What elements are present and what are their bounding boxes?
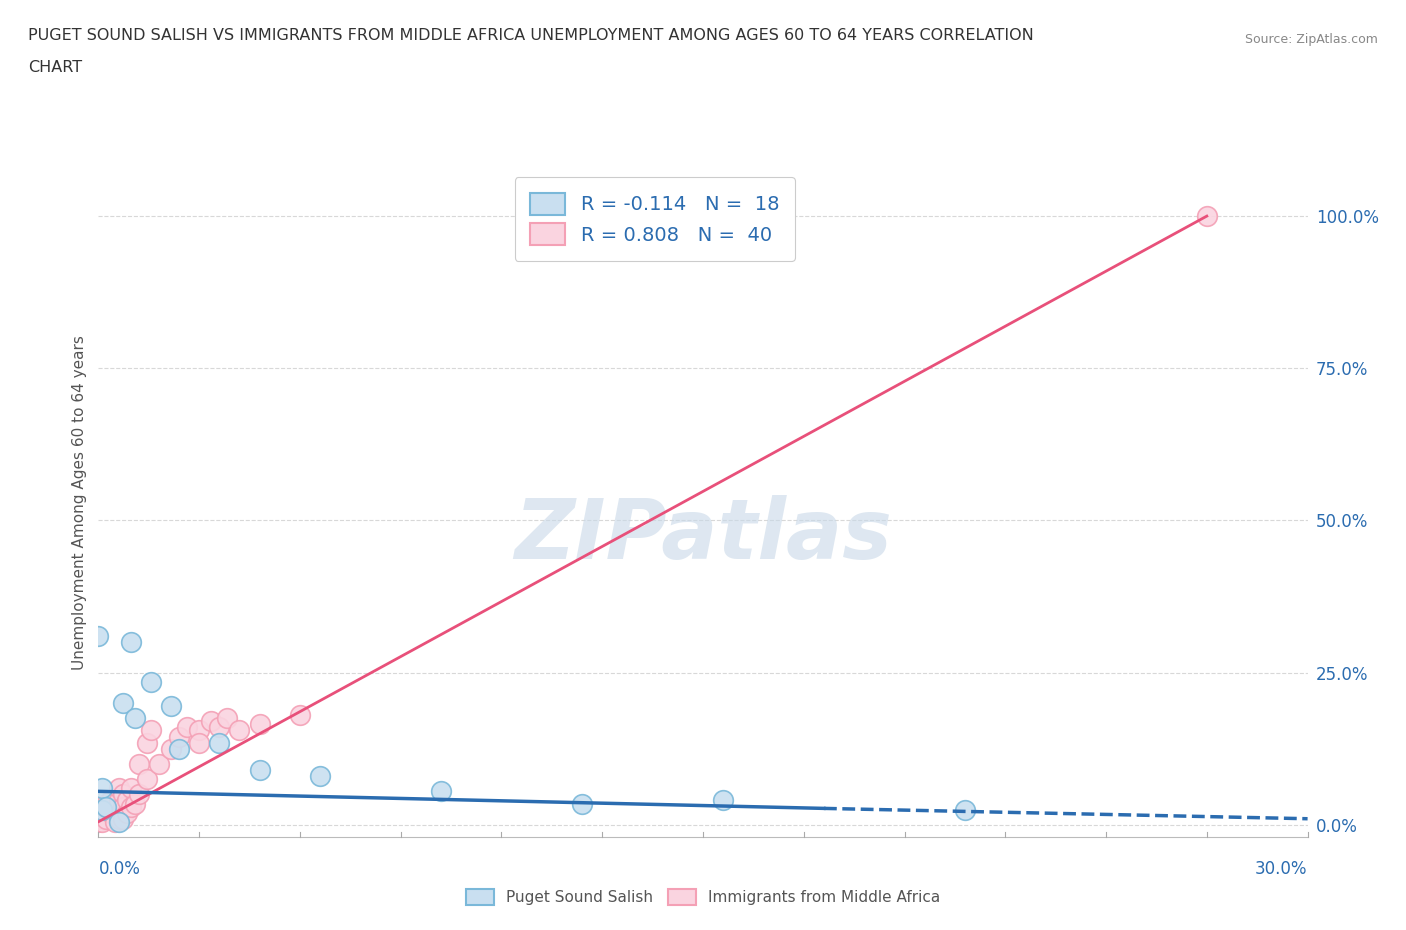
Point (107, 781, 129, 796)
Point (208, 736, 231, 751)
Point (111, 799, 134, 814)
Point (91, 805, 114, 820)
Point (111, 811, 134, 826)
Point (249, 763, 271, 777)
Point (430, 784, 453, 799)
Point (228, 723, 250, 737)
Point (124, 796, 146, 811)
Point (188, 736, 211, 751)
Point (711, 793, 734, 808)
Point (91, 803, 114, 817)
Point (96, 811, 118, 826)
Point (115, 793, 138, 808)
Point (176, 720, 198, 735)
Point (160, 741, 183, 756)
Point (1195, 208, 1218, 223)
Point (249, 717, 271, 732)
Point (120, 635, 142, 650)
Point (167, 729, 190, 744)
Point (571, 796, 593, 811)
Point (111, 787, 134, 802)
Point (91, 781, 114, 796)
Point (200, 714, 222, 729)
Point (217, 711, 239, 725)
Point (139, 674, 162, 689)
Point (100, 805, 122, 820)
Point (128, 787, 150, 802)
Point (115, 805, 138, 820)
Point (148, 756, 170, 771)
Legend: R = -0.114   N =  18, R = 0.808   N =  40: R = -0.114 N = 18, R = 0.808 N = 40 (515, 177, 794, 261)
Y-axis label: Unemployment Among Ages 60 to 64 years: Unemployment Among Ages 60 to 64 years (72, 335, 87, 670)
Point (160, 698, 183, 713)
Point (103, 803, 125, 817)
Text: 0.0%: 0.0% (98, 860, 141, 878)
Point (135, 772, 157, 787)
Point (111, 696, 134, 711)
Point (139, 723, 162, 737)
Point (288, 708, 311, 723)
Text: CHART: CHART (28, 60, 82, 75)
Point (107, 815, 129, 830)
Point (100, 793, 122, 808)
Text: ZIPatlas: ZIPatlas (515, 495, 891, 577)
Point (87, 811, 110, 826)
Text: Source: ZipAtlas.com: Source: ZipAtlas.com (1244, 33, 1378, 46)
Point (87, 629, 110, 644)
Point (208, 720, 231, 735)
Text: PUGET SOUND SALISH VS IMMIGRANTS FROM MIDDLE AFRICA UNEMPLOYMENT AMONG AGES 60 T: PUGET SOUND SALISH VS IMMIGRANTS FROM MI… (28, 28, 1033, 43)
Point (103, 815, 125, 830)
Point (188, 723, 211, 737)
Point (107, 793, 129, 808)
Legend: Puget Sound Salish, Immigrants from Middle Africa: Puget Sound Salish, Immigrants from Midd… (458, 882, 948, 913)
Point (124, 711, 146, 725)
Point (128, 756, 150, 771)
Text: 30.0%: 30.0% (1256, 860, 1308, 878)
Point (309, 769, 332, 784)
Point (91, 815, 114, 830)
Point (96, 799, 118, 814)
Point (96, 796, 118, 811)
Point (167, 741, 190, 756)
Point (96, 799, 118, 814)
Point (107, 811, 129, 826)
Point (120, 781, 142, 796)
Point (953, 803, 976, 817)
Point (120, 799, 142, 814)
Point (135, 736, 157, 751)
Point (87, 815, 110, 830)
